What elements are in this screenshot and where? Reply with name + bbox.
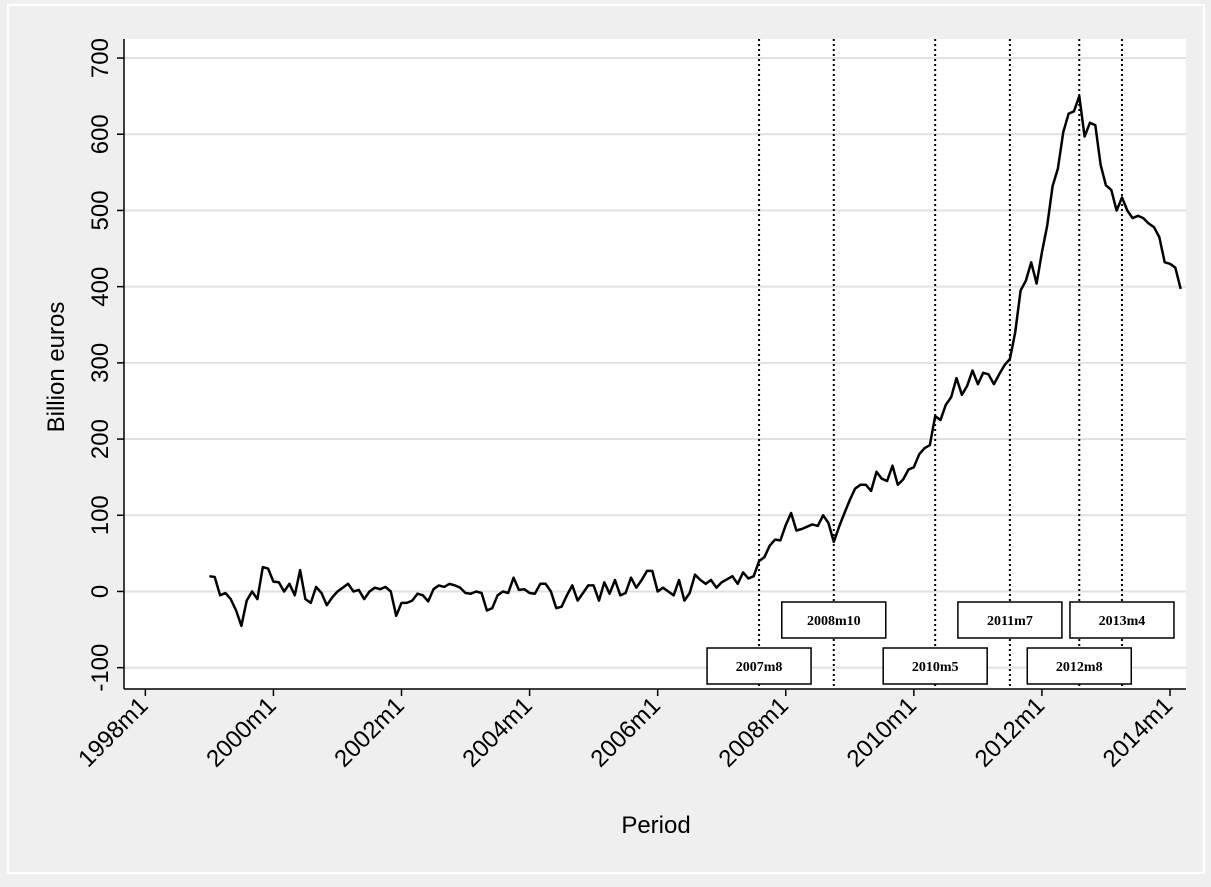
event-label: 2013m4 xyxy=(1099,614,1146,629)
y-tick-label: -100 xyxy=(87,644,114,692)
event-label-box xyxy=(957,601,1063,639)
x-axis-label: Period xyxy=(621,812,690,839)
series-line xyxy=(209,94,1182,628)
event-labels: 2007m8 2008m10 2010m5 2011m7 2012m8 2013m4 xyxy=(706,601,1175,685)
event-label: 2011m7 xyxy=(987,614,1033,629)
event-lines xyxy=(758,39,1123,689)
event-label: 2012m8 xyxy=(1056,660,1103,675)
y-tick-label: 400 xyxy=(87,267,114,307)
y-tick-label: 200 xyxy=(87,419,114,459)
event-label-box xyxy=(882,647,988,685)
y-tick-label: 300 xyxy=(87,343,114,383)
y-tick-label: 500 xyxy=(87,190,114,230)
event-label-box xyxy=(706,647,812,685)
event-label: 2007m8 xyxy=(736,660,783,675)
event-label: 2008m10 xyxy=(807,614,861,629)
y-tick-label: 0 xyxy=(87,585,114,598)
event-label-box xyxy=(781,601,887,639)
event-label: 2010m5 xyxy=(912,660,959,675)
y-tick-label: 100 xyxy=(87,495,114,535)
y-axis-label: Billion euros xyxy=(43,302,70,433)
series-layer xyxy=(209,94,1182,628)
y-tick-label: 700 xyxy=(87,38,114,78)
event-label-box xyxy=(1026,647,1133,685)
event-label-box xyxy=(1069,601,1175,639)
y-tick-label: 600 xyxy=(87,114,114,154)
